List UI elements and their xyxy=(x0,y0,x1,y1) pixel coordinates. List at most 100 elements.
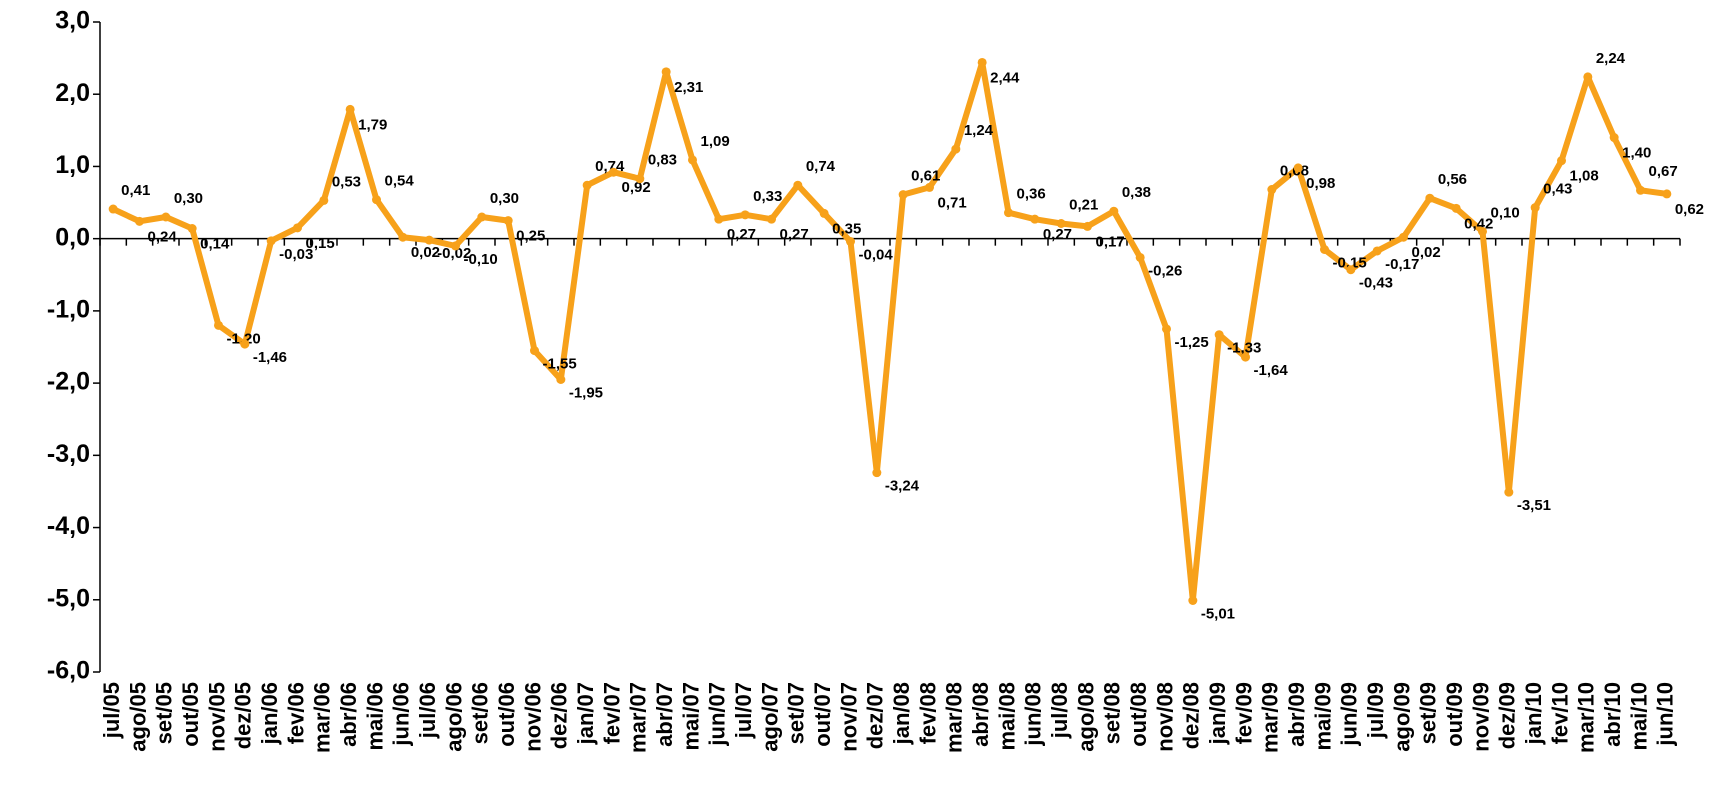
value-label: 0,67 xyxy=(1649,163,1678,180)
point xyxy=(1267,185,1277,195)
point xyxy=(556,375,566,384)
x-tick-label: fev/07 xyxy=(599,682,624,744)
point xyxy=(1241,352,1250,362)
point xyxy=(266,236,276,246)
point xyxy=(135,216,144,226)
x-tick-label: dez/07 xyxy=(863,682,888,749)
x-tick-label: fev/09 xyxy=(1231,682,1256,744)
x-tick-label: nov/08 xyxy=(1152,682,1177,752)
value-label: 0,27 xyxy=(1043,226,1072,243)
value-label: 0,36 xyxy=(1017,186,1046,203)
point xyxy=(1583,72,1593,82)
value-label: 0,42 xyxy=(1464,215,1493,232)
value-label: 1,40 xyxy=(1622,145,1651,162)
x-tick-label: abr/09 xyxy=(1284,682,1309,747)
point xyxy=(1662,189,1672,199)
x-tick-label: abr/10 xyxy=(1600,682,1625,747)
point xyxy=(977,57,987,67)
value-label: -1,64 xyxy=(1254,362,1289,379)
point xyxy=(1530,203,1540,213)
value-label: -1,55 xyxy=(543,356,577,373)
x-tick-label: out/09 xyxy=(1442,682,1467,747)
x-tick-label: nov/06 xyxy=(520,682,545,752)
point xyxy=(345,104,355,114)
value-label: 0,21 xyxy=(1069,196,1098,213)
value-label: -0,26 xyxy=(1148,262,1182,279)
value-label: 1,79 xyxy=(358,116,387,133)
point xyxy=(1346,265,1356,275)
x-tick-label: ago/07 xyxy=(757,682,782,752)
value-label: 0,14 xyxy=(200,236,230,253)
x-tick-label: mai/08 xyxy=(994,682,1019,751)
y-tick-label: 2,0 xyxy=(55,79,90,107)
x-tick-label: fev/10 xyxy=(1547,682,1572,744)
point xyxy=(1320,245,1329,254)
point xyxy=(609,167,618,177)
x-tick-label: nov/07 xyxy=(836,682,861,752)
point xyxy=(1451,203,1461,213)
x-tick-label: fev/06 xyxy=(283,682,308,744)
x-tick-label: jul/09 xyxy=(1363,682,1388,739)
value-label: 0,17 xyxy=(1096,233,1125,250)
y-tick-label: 0,0 xyxy=(55,223,90,251)
x-tick-label: jan/07 xyxy=(573,682,598,745)
y-tick-label: 3,0 xyxy=(55,7,90,35)
value-label: 0,02 xyxy=(1412,244,1441,261)
point xyxy=(108,204,118,214)
x-tick-label: mar/08 xyxy=(942,682,967,753)
x-tick-label: set/08 xyxy=(1100,682,1125,744)
value-label: -0,02 xyxy=(437,245,471,262)
point xyxy=(872,468,882,478)
point xyxy=(793,180,803,190)
x-tick-label: out/05 xyxy=(178,682,203,747)
y-tick-label: 1,0 xyxy=(55,151,90,179)
x-tick-label: dez/05 xyxy=(231,682,256,749)
point xyxy=(1109,206,1119,216)
point xyxy=(661,67,671,77)
value-label: 0,27 xyxy=(780,226,809,243)
x-tick-label: mar/09 xyxy=(1258,682,1283,753)
x-tick-label: set/09 xyxy=(1416,682,1441,744)
value-label: 0,30 xyxy=(490,190,519,207)
point xyxy=(240,339,250,349)
point xyxy=(372,195,381,205)
y-tick-label: -2,0 xyxy=(47,368,90,396)
value-label: 0,62 xyxy=(1675,201,1704,218)
point xyxy=(688,155,697,165)
point xyxy=(740,210,750,220)
y-tick-label: -6,0 xyxy=(47,657,90,685)
x-tick-label: fev/08 xyxy=(915,682,940,744)
point xyxy=(187,224,197,234)
x-tick-label: mai/07 xyxy=(678,682,703,751)
value-label: -0,04 xyxy=(859,247,894,264)
x-tick-label: jun/09 xyxy=(1337,682,1362,747)
point xyxy=(1162,324,1171,334)
point xyxy=(1609,133,1619,143)
value-label: 0,38 xyxy=(1122,184,1151,201)
x-tick-label: jul/05 xyxy=(99,682,124,739)
point xyxy=(1399,232,1408,242)
point xyxy=(398,232,408,242)
value-label: 0,74 xyxy=(806,158,836,175)
point xyxy=(1135,252,1145,262)
y-tick-label: -1,0 xyxy=(47,295,90,323)
point xyxy=(161,212,171,222)
line xyxy=(111,59,1668,604)
x-tick-label: ago/09 xyxy=(1389,682,1414,752)
point xyxy=(1214,330,1224,340)
value-label: -0,17 xyxy=(1385,256,1419,273)
value-label: 0,10 xyxy=(1491,204,1520,221)
value-label: -5,01 xyxy=(1201,605,1235,622)
point xyxy=(1083,221,1092,231)
point xyxy=(424,235,434,245)
x-tick-label: jun/06 xyxy=(389,682,414,747)
value-label: 0,43 xyxy=(1543,181,1572,198)
y-tick-label: -3,0 xyxy=(47,440,90,468)
point xyxy=(293,223,302,233)
x-tick-label: jun/07 xyxy=(705,682,730,747)
point xyxy=(898,190,908,200)
x-tick-label: dez/08 xyxy=(1179,682,1204,749)
x-tick-label: out/08 xyxy=(1126,682,1151,747)
value-label: 2,24 xyxy=(1596,50,1626,67)
x-tick-label: nov/05 xyxy=(204,682,229,752)
